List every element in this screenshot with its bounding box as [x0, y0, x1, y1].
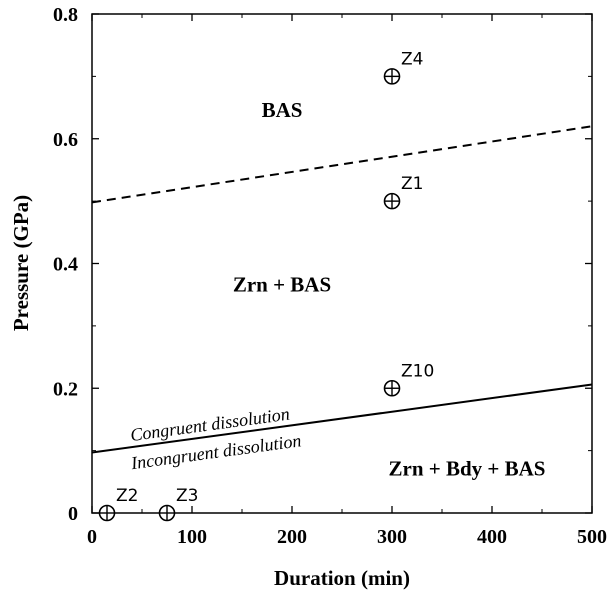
data-point: Z10	[383, 361, 434, 397]
region-label: Zrn + BAS	[233, 273, 331, 297]
data-point: Z3	[158, 486, 198, 522]
dissolution-boundary-line	[91, 383, 593, 454]
y-tick-label: 0.2	[53, 378, 78, 400]
x-tick-label: 200	[277, 526, 307, 548]
point-label: Z10	[401, 361, 434, 381]
y-tick-label: 0.8	[53, 4, 78, 26]
x-axis-title: Duration (min)	[274, 566, 410, 590]
point-label: Z3	[176, 486, 198, 506]
x-tick-label: 300	[377, 526, 407, 548]
x-tick-label: 500	[577, 526, 607, 548]
y-axis-title: Pressure (GPa)	[9, 195, 33, 331]
point-label: Z2	[116, 486, 138, 506]
point-label: Z1	[401, 174, 423, 194]
dashed-boundary-line	[91, 125, 593, 204]
point-label: Z4	[401, 49, 423, 69]
x-tick-label: 100	[177, 526, 207, 548]
axis-ticks: 0 100 200 300 400 500 0 0.2 0.4 0.6 0.8	[53, 4, 607, 548]
data-points: Z4 Z1 Z10 Z2 Z3	[98, 49, 434, 522]
data-point: Z1	[383, 174, 423, 210]
boundary-lines	[91, 125, 593, 454]
y-tick-label: 0	[68, 503, 78, 525]
x-tick-label: 0	[87, 526, 97, 548]
data-point: Z2	[98, 486, 138, 522]
y-tick-label: 0.4	[53, 254, 78, 276]
data-point: Z4	[383, 49, 423, 85]
x-tick-label: 400	[477, 526, 507, 548]
region-label: Zrn + Bdy + BAS	[389, 457, 546, 481]
y-tick-label: 0.6	[53, 129, 78, 151]
region-label: BAS	[262, 98, 303, 122]
